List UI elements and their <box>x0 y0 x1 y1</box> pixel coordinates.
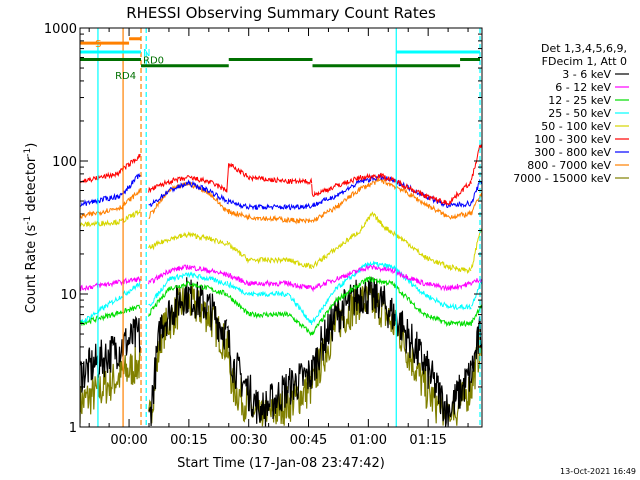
series-100-300-kev-seg-3 <box>311 172 472 206</box>
series-6-12-kev-seg-3 <box>311 264 472 293</box>
series-100-300-kev-seg-1 <box>148 175 228 194</box>
y-tick-label-2: 100 <box>52 155 77 170</box>
x-tick-label-2: 00:30 <box>230 433 267 448</box>
y-tick-label-0: 1 <box>69 421 77 436</box>
series-300-800-kev-seg-1 <box>148 179 228 208</box>
timestamp: 13-Oct-2021 16:49 <box>560 467 636 476</box>
series-100-300-kev-seg-2 <box>226 162 313 193</box>
legend-label-1: 6 - 12 keV <box>555 81 611 94</box>
flag-label-rd0: RD0 <box>143 55 164 66</box>
chart-title: RHESSI Observing Summary Count Rates <box>126 4 436 22</box>
legend-label-3: 25 - 50 keV <box>548 107 611 120</box>
legend-label-2: 12 - 25 keV <box>548 94 611 107</box>
flag-label-rd4: RD4 <box>115 71 136 82</box>
series-3-6-kev-seg-2 <box>226 325 313 427</box>
series-50-100-kev-seg-1 <box>148 231 228 251</box>
series-12-25-kev-seg-3 <box>311 275 472 336</box>
x-tick-label-1: 00:15 <box>170 433 207 448</box>
series-3-6-kev-seg-0 <box>80 315 141 393</box>
y-tick-label-1: 10 <box>60 288 77 303</box>
series-25-50-kev-seg-0 <box>80 280 141 324</box>
series-6-12-kev-seg-2 <box>226 272 313 291</box>
legend-label-0: 3 - 6 keV <box>562 68 611 81</box>
legend-label-4: 50 - 100 keV <box>541 120 611 133</box>
flag-label-n: N <box>143 48 150 59</box>
series-6-12-kev-seg-0 <box>80 275 141 292</box>
series-800-7000-kev-seg-0 <box>80 188 141 219</box>
series-50-100-kev-seg-2 <box>226 240 313 270</box>
series-6-12-kev-seg-1 <box>148 264 228 285</box>
series-12-25-kev-seg-2 <box>226 293 313 337</box>
legend-header-0: Det 1,3,4,5,6,9, <box>541 42 627 55</box>
y-axis-label: Count Rate (s-1 detector-1) <box>23 143 39 314</box>
series-25-50-kev-seg-1 <box>148 271 227 307</box>
x-tick-label-0: 00:00 <box>110 433 147 448</box>
series-25-50-kev-seg-2 <box>226 280 313 326</box>
series-800-7000-kev-seg-1 <box>148 180 228 220</box>
series-25-50-kev-seg-3 <box>311 260 472 324</box>
x-tick-label-5: 01:15 <box>409 433 446 448</box>
x-axis-label: Start Time (17-Jan-08 23:47:42) <box>177 456 385 471</box>
series-300-800-kev-seg-0 <box>80 172 141 208</box>
series-100-300-kev-seg-0 <box>80 153 141 184</box>
legend-label-8: 7000 - 15000 keV <box>513 172 611 185</box>
x-tick-label-4: 01:00 <box>350 433 387 448</box>
legend-header-1: FDecim 1, Att 0 <box>542 55 627 68</box>
plot-frame <box>79 27 483 428</box>
series-50-100-kev-seg-0 <box>80 209 141 228</box>
flag-label-s: S <box>95 39 101 50</box>
series-12-25-kev-seg-1 <box>148 280 228 317</box>
series-50-100-kev-seg-3 <box>311 211 472 275</box>
series-12-25-kev-seg-0 <box>80 304 141 326</box>
legend-label-5: 100 - 300 keV <box>534 133 611 146</box>
legend-label-6: 300 - 800 keV <box>534 146 611 159</box>
x-tick-label-3: 00:45 <box>290 433 327 448</box>
legend-label-7: 800 - 7000 keV <box>527 159 611 172</box>
series-300-800-kev-seg-2 <box>226 197 313 211</box>
y-tick-label-3: 1000 <box>44 22 77 37</box>
series-3-6-kev-seg-1 <box>148 277 228 427</box>
series-800-7000-kev-seg-2 <box>226 208 313 225</box>
series-800-7000-kev-seg-4 <box>470 192 482 215</box>
series-3-6-kev-seg-3 <box>311 276 472 427</box>
series-7000-15000-kev-seg-1 <box>148 284 228 424</box>
series-800-7000-kev-seg-3 <box>311 177 472 224</box>
